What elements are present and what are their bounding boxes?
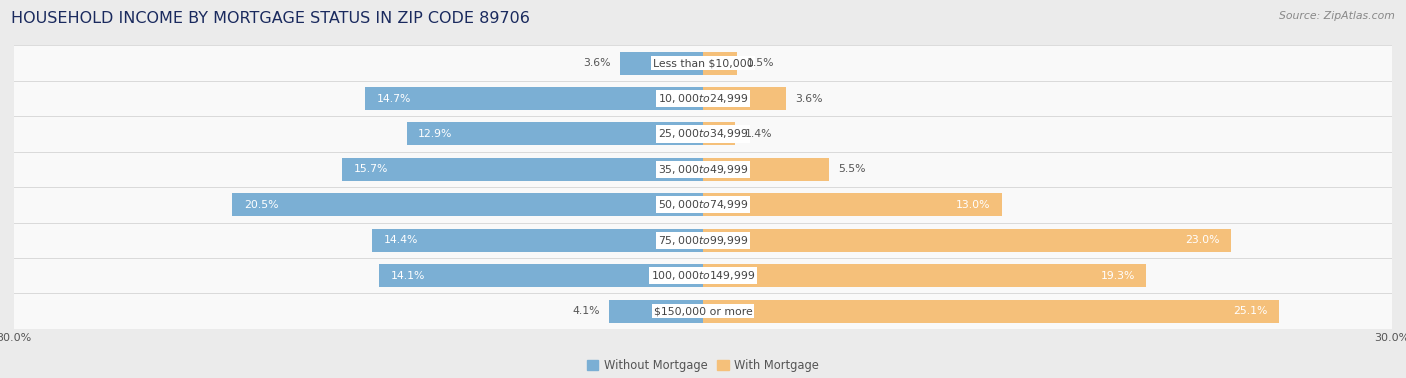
FancyBboxPatch shape <box>10 187 1396 223</box>
Bar <box>373 229 703 252</box>
Text: 15.7%: 15.7% <box>354 164 388 174</box>
Text: $75,000 to $99,999: $75,000 to $99,999 <box>658 234 748 247</box>
Text: $100,000 to $149,999: $100,000 to $149,999 <box>651 269 755 282</box>
Bar <box>406 122 703 146</box>
FancyBboxPatch shape <box>10 116 1396 152</box>
Text: Less than $10,000: Less than $10,000 <box>652 58 754 68</box>
Text: 13.0%: 13.0% <box>956 200 990 210</box>
Bar <box>703 300 1279 323</box>
Text: 14.7%: 14.7% <box>377 93 412 104</box>
Bar <box>343 158 703 181</box>
Bar <box>703 87 786 110</box>
Text: $35,000 to $49,999: $35,000 to $49,999 <box>658 163 748 176</box>
Text: 1.5%: 1.5% <box>747 58 775 68</box>
Bar <box>380 264 703 287</box>
Bar <box>609 300 703 323</box>
Text: 5.5%: 5.5% <box>838 164 866 174</box>
Text: Source: ZipAtlas.com: Source: ZipAtlas.com <box>1279 11 1395 21</box>
FancyBboxPatch shape <box>10 152 1396 187</box>
Text: HOUSEHOLD INCOME BY MORTGAGE STATUS IN ZIP CODE 89706: HOUSEHOLD INCOME BY MORTGAGE STATUS IN Z… <box>11 11 530 26</box>
FancyBboxPatch shape <box>10 223 1396 258</box>
Text: 19.3%: 19.3% <box>1101 271 1135 281</box>
Text: 25.1%: 25.1% <box>1233 306 1268 316</box>
FancyBboxPatch shape <box>10 293 1396 329</box>
Text: 23.0%: 23.0% <box>1185 235 1219 245</box>
Text: 20.5%: 20.5% <box>243 200 278 210</box>
Text: 14.4%: 14.4% <box>384 235 418 245</box>
Bar <box>703 193 1001 216</box>
Bar <box>620 51 703 74</box>
Bar <box>232 193 703 216</box>
Bar <box>703 122 735 146</box>
Text: 3.6%: 3.6% <box>794 93 823 104</box>
Text: $150,000 or more: $150,000 or more <box>654 306 752 316</box>
Text: 4.1%: 4.1% <box>572 306 599 316</box>
Legend: Without Mortgage, With Mortgage: Without Mortgage, With Mortgage <box>585 356 821 374</box>
FancyBboxPatch shape <box>10 45 1396 81</box>
Text: 3.6%: 3.6% <box>583 58 612 68</box>
FancyBboxPatch shape <box>10 258 1396 293</box>
Text: 1.4%: 1.4% <box>744 129 772 139</box>
Bar <box>703 264 1146 287</box>
Text: 14.1%: 14.1% <box>391 271 425 281</box>
Bar <box>703 158 830 181</box>
Bar <box>703 51 738 74</box>
Text: $50,000 to $74,999: $50,000 to $74,999 <box>658 198 748 211</box>
Text: $25,000 to $34,999: $25,000 to $34,999 <box>658 127 748 141</box>
Text: 12.9%: 12.9% <box>418 129 453 139</box>
Text: $10,000 to $24,999: $10,000 to $24,999 <box>658 92 748 105</box>
Bar <box>366 87 703 110</box>
FancyBboxPatch shape <box>10 81 1396 116</box>
Bar <box>703 229 1232 252</box>
